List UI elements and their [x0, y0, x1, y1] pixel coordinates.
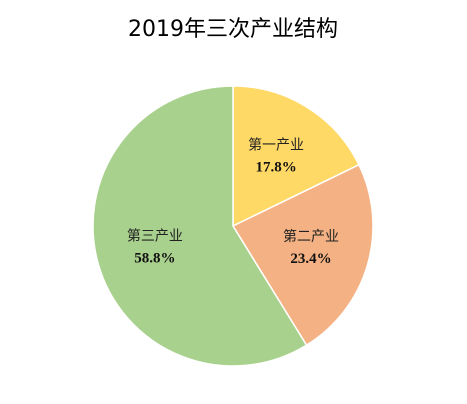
slice-category-label: 第一产业	[248, 136, 304, 153]
slice-value-label: 17.8%	[255, 160, 296, 176]
slice-value-label: 58.8%	[134, 251, 175, 267]
slice-category-label: 第二产业	[283, 228, 339, 245]
chart-title: 2019年三次产业结构	[128, 17, 338, 42]
pie-slice	[92, 85, 308, 367]
slice-value-label: 23.4%	[290, 251, 331, 267]
slice-category-label: 第三产业	[127, 227, 183, 244]
pie-slice	[232, 85, 360, 228]
pie-slice	[231, 163, 374, 347]
